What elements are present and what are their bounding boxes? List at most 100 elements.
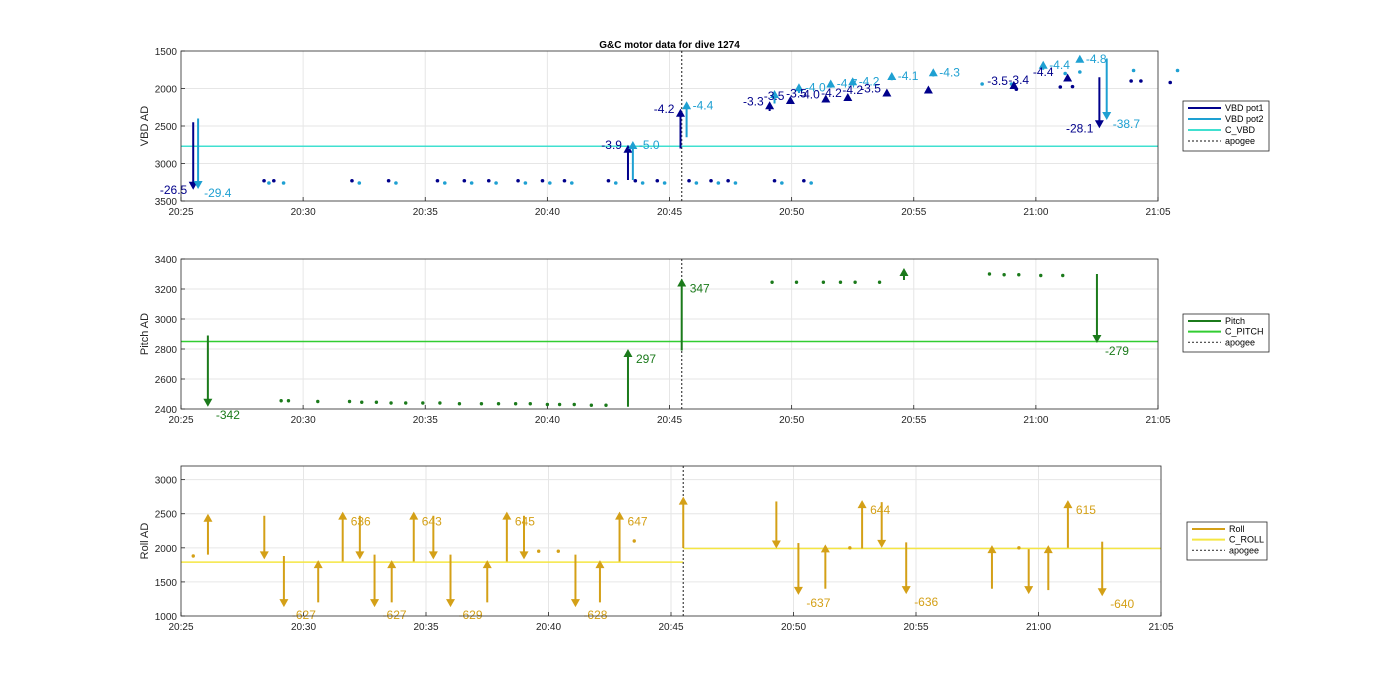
move-arrowhead <box>203 513 213 522</box>
data-point <box>640 181 645 185</box>
data-point <box>726 178 730 183</box>
y-tick-label: 2000 <box>155 85 178 96</box>
data-point <box>633 178 638 183</box>
y-tick-label: 2500 <box>155 122 178 133</box>
data-point <box>360 400 364 404</box>
x-tick-label: 20:40 <box>536 622 561 633</box>
move-label: -3.5 <box>860 82 881 96</box>
move-label: -4.2 <box>821 86 842 100</box>
panel-3: 20:25 20:30 20:35 20:40 20:45 20:50 20:55 21:00… <box>139 465 1268 633</box>
move-arrowhead <box>623 144 633 153</box>
move-label: -5.0 <box>639 138 660 152</box>
move-label: -4.3 <box>939 65 960 79</box>
legend-label: C_ROLL <box>1229 535 1264 545</box>
move-arrowhead <box>1024 586 1034 595</box>
data-point <box>1017 273 1021 277</box>
move-arrowhead <box>313 560 323 569</box>
data-point <box>442 181 447 185</box>
move-arrowhead <box>595 560 605 569</box>
move-label: -4.4 <box>693 98 714 112</box>
move-label: 347 <box>690 282 710 296</box>
move-arrowhead <box>987 545 997 554</box>
data-point <box>262 178 266 183</box>
x-tick-label: 20:30 <box>291 622 316 633</box>
x-tick-label: 20:25 <box>168 207 193 218</box>
move-arrowhead <box>279 599 289 608</box>
x-tick-label: 20:45 <box>658 622 683 633</box>
move-label: 644 <box>870 503 890 517</box>
y-axis-label: VBD AD <box>139 106 151 146</box>
data-point <box>572 402 576 407</box>
data-point <box>537 549 541 553</box>
x-tick-label: 20:30 <box>291 415 316 426</box>
data-point <box>374 400 379 404</box>
data-point <box>694 181 699 185</box>
data-point <box>589 403 594 407</box>
move-label: -640 <box>1110 597 1134 611</box>
move-label: -3.9 <box>601 138 622 152</box>
move-label: -4.4 <box>1033 65 1054 79</box>
x-tick-label: 20:30 <box>291 207 316 218</box>
y-tick-label: 2600 <box>155 375 178 386</box>
legend-box <box>1182 100 1270 152</box>
move-arrowhead <box>1063 500 1073 509</box>
data-point <box>386 178 391 183</box>
data-point <box>987 272 992 276</box>
data-point <box>613 181 618 185</box>
y-tick-label: 3000 <box>155 160 178 171</box>
move-label: -3.5 <box>987 74 1008 88</box>
move-arrowhead <box>1043 545 1053 554</box>
data-point <box>279 399 283 403</box>
legend-label: apogee <box>1225 136 1255 146</box>
legend-label: C_PITCH <box>1225 327 1264 337</box>
data-point <box>980 82 984 86</box>
data-point <box>821 280 826 284</box>
panel-1: 20:25 20:30 20:35 20:40 20:45 20:50 20:55 21:00… <box>139 40 1270 218</box>
y-tick-label: 3200 <box>155 285 178 296</box>
move-arrowhead <box>820 544 830 553</box>
move-arrowhead <box>843 93 853 101</box>
move-arrowhead <box>193 181 203 189</box>
data-point <box>770 280 774 284</box>
move-arrowhead <box>623 349 633 357</box>
y-tick-label: 3000 <box>155 476 178 487</box>
move-arrowhead <box>387 560 397 569</box>
data-point <box>780 181 784 185</box>
data-point <box>794 280 799 284</box>
x-tick-label: 20:35 <box>413 622 438 633</box>
move-arrowhead <box>770 90 780 98</box>
data-point <box>438 401 442 405</box>
move-arrowhead <box>901 586 911 595</box>
x-tick-label: 20:25 <box>168 622 193 633</box>
data-point <box>655 178 660 183</box>
y-tick-label: 2400 <box>155 405 178 416</box>
x-tick-label: 20:50 <box>781 622 806 633</box>
x-tick-label: 20:45 <box>657 207 682 218</box>
move-arrowhead <box>1063 73 1073 82</box>
data-point <box>528 402 532 406</box>
y-tick-label: 2500 <box>155 510 178 521</box>
x-tick-label: 21:00 <box>1023 207 1048 218</box>
move-label: -279 <box>1105 344 1129 358</box>
move-arrowhead <box>1075 54 1085 63</box>
x-tick-label: 20:35 <box>413 415 438 426</box>
x-tick-label: 20:35 <box>413 207 438 218</box>
x-tick-label: 20:55 <box>903 622 928 633</box>
axes-box <box>180 50 1159 202</box>
data-point <box>1131 68 1136 73</box>
x-tick-label: 20:25 <box>168 415 193 426</box>
data-point <box>716 181 721 185</box>
data-point <box>404 401 408 405</box>
move-arrowhead <box>793 586 803 595</box>
x-tick-label: 20:50 <box>779 207 804 218</box>
data-point <box>486 178 491 183</box>
move-label: -3.5 <box>764 89 785 103</box>
move-arrowhead <box>446 599 455 608</box>
data-point <box>1139 79 1143 83</box>
data-point <box>545 402 550 407</box>
data-point <box>733 181 738 185</box>
data-point <box>272 178 276 183</box>
data-point <box>853 280 857 284</box>
data-point <box>316 399 320 404</box>
